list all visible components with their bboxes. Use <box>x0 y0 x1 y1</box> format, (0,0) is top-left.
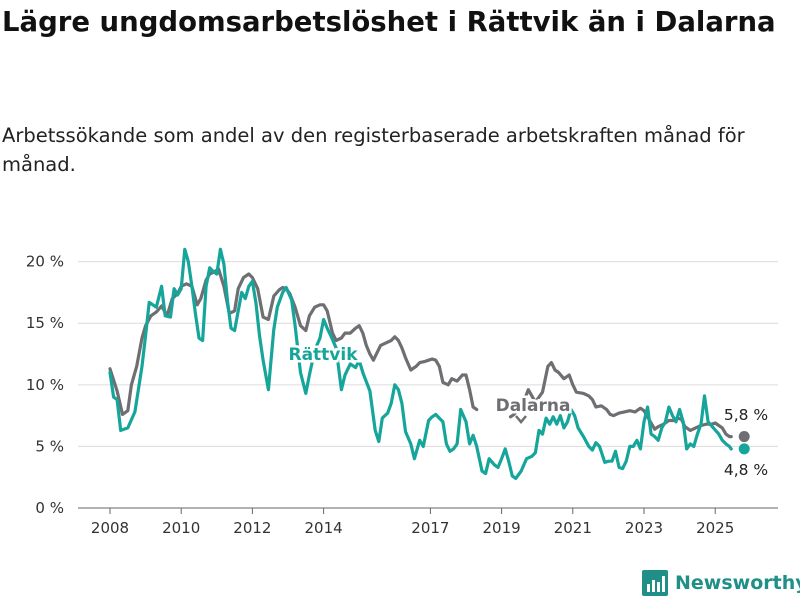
end-point-rattvik <box>738 443 750 455</box>
x-tick-label: 2014 <box>305 519 343 537</box>
end-label-dalarna: 5,8 % <box>724 406 768 424</box>
series-line-dalarna <box>108 267 479 416</box>
series-lines <box>108 247 733 480</box>
y-axis-ticks: 0 % 5 % 10 % 15 % 20 % <box>26 253 64 517</box>
x-tick-label: 2008 <box>91 519 129 537</box>
annotations: 5,8 % 4,8 % Rättvik Dalarna <box>286 343 768 480</box>
series-line-rattvik <box>108 247 733 480</box>
annotation-dalarna: Dalarna <box>496 396 571 416</box>
y-tick-label: 20 % <box>26 253 64 271</box>
x-tick-label: 2023 <box>625 519 663 537</box>
end-point-dalarna <box>738 431 750 443</box>
gridlines <box>78 261 778 509</box>
x-tick-label: 2021 <box>554 519 592 537</box>
annotation-rattvik: Rättvik <box>288 345 358 365</box>
end-label-rattvik: 4,8 % <box>724 461 768 479</box>
x-tick-label: 2012 <box>233 519 271 537</box>
x-tick-label: 2019 <box>483 519 521 537</box>
newsworthy-logo-icon <box>642 570 668 596</box>
chart-subtitle: Arbetssökande som andel av den registerb… <box>2 124 745 176</box>
brand-name: Newsworthy <box>675 572 800 594</box>
annotation-pointer <box>515 415 527 424</box>
x-tick-label: 2010 <box>162 519 200 537</box>
x-axis-ticks: 2008 2010 2012 2014 2017 2019 2021 2023 2025 <box>91 508 734 537</box>
brand-logo[interactable]: Newsworthy <box>642 568 800 598</box>
y-tick-label: 15 % <box>26 314 64 332</box>
x-tick-label: 2025 <box>696 519 734 537</box>
y-tick-label: 0 % <box>35 499 64 517</box>
y-tick-label: 10 % <box>26 376 64 394</box>
chart-title: Lägre ungdomsarbetslöshet i Rättvik än i… <box>2 6 776 38</box>
x-tick-label: 2017 <box>411 519 449 537</box>
y-tick-label: 5 % <box>35 437 64 455</box>
